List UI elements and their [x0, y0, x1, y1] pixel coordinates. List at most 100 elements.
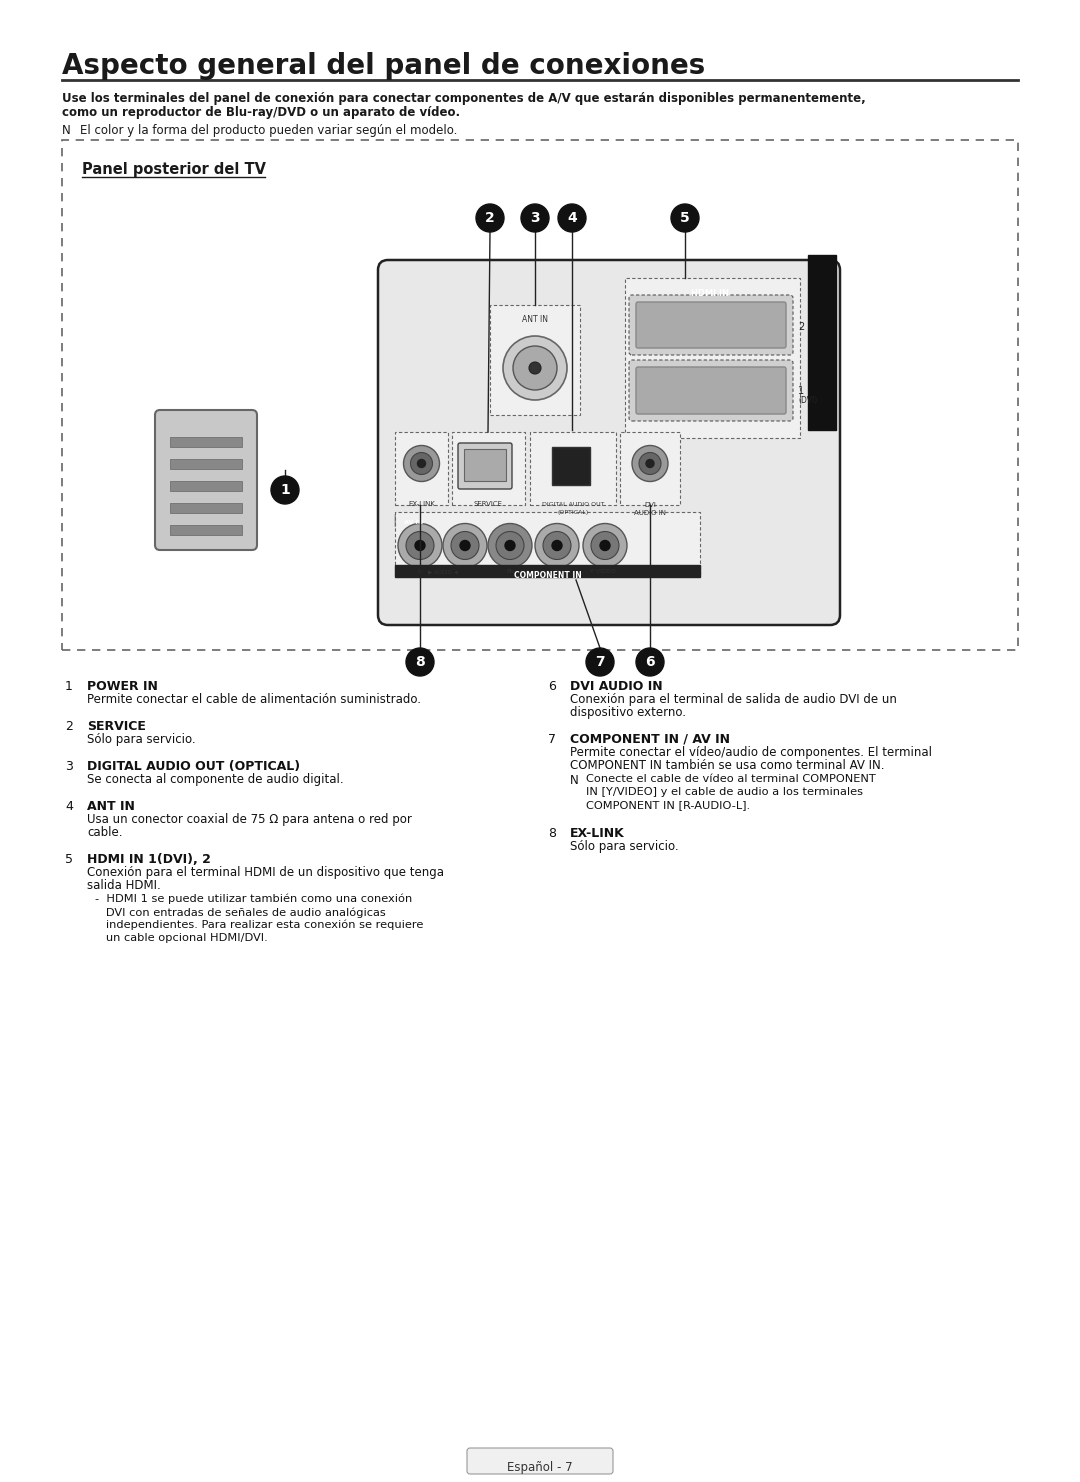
Circle shape [505, 541, 515, 550]
Text: Se conecta al componente de audio digital.: Se conecta al componente de audio digita… [87, 774, 343, 785]
Circle shape [406, 532, 434, 560]
Text: 5: 5 [65, 854, 73, 865]
Text: Usa un conector coaxial de 75 Ω para antena o red por: Usa un conector coaxial de 75 Ω para ant… [87, 814, 411, 825]
Circle shape [496, 532, 524, 560]
Text: COMPONENT IN también se usa como terminal AV IN.: COMPONENT IN también se usa como termina… [570, 759, 885, 772]
Text: -  HDMI 1 se puede utilizar también como una conexión: - HDMI 1 se puede utilizar también como … [95, 894, 413, 904]
Text: cable.: cable. [87, 825, 122, 839]
Text: 4: 4 [567, 210, 577, 225]
Circle shape [406, 648, 434, 676]
Text: Permite conectar el vídeo/audio de componentes. El terminal: Permite conectar el vídeo/audio de compo… [570, 745, 932, 759]
Text: 1: 1 [798, 385, 805, 396]
Circle shape [271, 476, 299, 504]
Text: Pr: Pr [554, 569, 561, 574]
Text: ▶ AUDIO ◄: ▶ AUDIO ◄ [428, 569, 458, 574]
Bar [552, 448, 590, 485]
Text: 7: 7 [595, 655, 605, 668]
Bar [808, 255, 836, 430]
Circle shape [418, 459, 426, 467]
Text: El color y la forma del producto pueden variar según el modelo.: El color y la forma del producto pueden … [80, 124, 457, 136]
Text: Español - 7: Español - 7 [508, 1461, 572, 1475]
Circle shape [476, 205, 504, 233]
Circle shape [583, 523, 627, 568]
Text: EX-LINK: EX-LINK [408, 501, 435, 507]
Bar [170, 502, 242, 513]
Text: salida HDMI.: salida HDMI. [87, 879, 161, 892]
Text: 1: 1 [280, 483, 289, 496]
Text: DVI con entradas de señales de audio analógicas: DVI con entradas de señales de audio ana… [95, 907, 386, 917]
Text: AUDIO IN: AUDIO IN [634, 510, 666, 516]
Text: Aspecto general del panel de conexiones: Aspecto general del panel de conexiones [62, 52, 705, 80]
Circle shape [513, 345, 557, 390]
Circle shape [529, 362, 541, 373]
Text: ANT IN: ANT IN [522, 316, 548, 325]
Circle shape [460, 541, 470, 550]
Text: Y VIDEO: Y VIDEO [590, 569, 616, 574]
Circle shape [591, 532, 619, 560]
Bar [395, 565, 700, 576]
Text: DIGITAL AUDIO OUT (OPTICAL): DIGITAL AUDIO OUT (OPTICAL) [87, 760, 300, 774]
Circle shape [636, 648, 664, 676]
Circle shape [443, 523, 487, 568]
Text: N: N [62, 124, 71, 136]
FancyBboxPatch shape [156, 411, 257, 550]
Text: dispositivo externo.: dispositivo externo. [570, 705, 686, 719]
FancyBboxPatch shape [629, 295, 793, 356]
Text: Conexión para el terminal HDMI de un dispositivo que tenga: Conexión para el terminal HDMI de un dis… [87, 865, 444, 879]
Text: IN [Y/VIDEO] y el cable de audio a los terminales: IN [Y/VIDEO] y el cable de audio a los t… [586, 787, 863, 797]
FancyBboxPatch shape [467, 1448, 613, 1475]
Circle shape [521, 205, 549, 233]
Text: POWER IN: POWER IN [87, 680, 158, 694]
Text: Panel posterior del TV: Panel posterior del TV [82, 162, 266, 176]
Text: (DVI): (DVI) [798, 396, 818, 405]
FancyBboxPatch shape [530, 431, 616, 505]
FancyBboxPatch shape [636, 302, 786, 348]
Text: HDMI IN 1(DVI), 2: HDMI IN 1(DVI), 2 [87, 854, 211, 865]
FancyBboxPatch shape [629, 360, 793, 421]
Text: EX-LINK: EX-LINK [570, 827, 624, 840]
Circle shape [646, 459, 654, 467]
FancyBboxPatch shape [636, 368, 786, 413]
Text: COMPONENT IN [R-AUDIO-L].: COMPONENT IN [R-AUDIO-L]. [586, 800, 751, 811]
Text: 2: 2 [65, 720, 72, 734]
Text: SERVICE: SERVICE [87, 720, 146, 734]
Text: Sólo para servicio.: Sólo para servicio. [87, 734, 195, 745]
Circle shape [488, 523, 532, 568]
Text: Pb: Pb [507, 569, 514, 574]
Bar [170, 525, 242, 535]
Text: 6: 6 [645, 655, 654, 668]
FancyBboxPatch shape [378, 259, 840, 625]
Text: (OPTICAL): (OPTICAL) [557, 510, 589, 516]
FancyBboxPatch shape [620, 431, 680, 505]
Circle shape [552, 541, 562, 550]
Text: DVI: DVI [644, 502, 656, 508]
Circle shape [600, 541, 610, 550]
Text: 6: 6 [548, 680, 556, 694]
Text: COMPONENT IN / AV IN: COMPONENT IN / AV IN [570, 734, 730, 745]
Bar [170, 459, 242, 468]
Bar [395, 514, 433, 526]
Text: 3: 3 [65, 760, 72, 774]
Circle shape [415, 541, 426, 550]
Text: COMPONENT IN: COMPONENT IN [514, 571, 581, 579]
FancyBboxPatch shape [395, 511, 700, 575]
Text: Conecte el cable de vídeo al terminal COMPONENT: Conecte el cable de vídeo al terminal CO… [586, 774, 876, 784]
Text: 8: 8 [415, 655, 424, 668]
Text: Use los terminales del panel de conexión para conectar componentes de A/V que es: Use los terminales del panel de conexión… [62, 92, 866, 105]
Circle shape [543, 532, 571, 560]
Text: 1: 1 [65, 680, 72, 694]
Text: 2: 2 [798, 322, 805, 332]
Circle shape [404, 446, 440, 482]
Text: N: N [570, 774, 579, 787]
Text: Conexión para el terminal de salida de audio DVI de un: Conexión para el terminal de salida de a… [570, 694, 896, 705]
Text: independientes. Para realizar esta conexión se requiere: independientes. Para realizar esta conex… [95, 920, 423, 931]
Text: Sólo para servicio.: Sólo para servicio. [570, 840, 678, 854]
Circle shape [410, 452, 432, 474]
Bar [170, 437, 242, 448]
Text: 2: 2 [485, 210, 495, 225]
Circle shape [503, 336, 567, 400]
FancyBboxPatch shape [490, 305, 580, 415]
Circle shape [558, 205, 586, 233]
FancyBboxPatch shape [395, 431, 448, 505]
Text: ANT IN: ANT IN [87, 800, 135, 814]
